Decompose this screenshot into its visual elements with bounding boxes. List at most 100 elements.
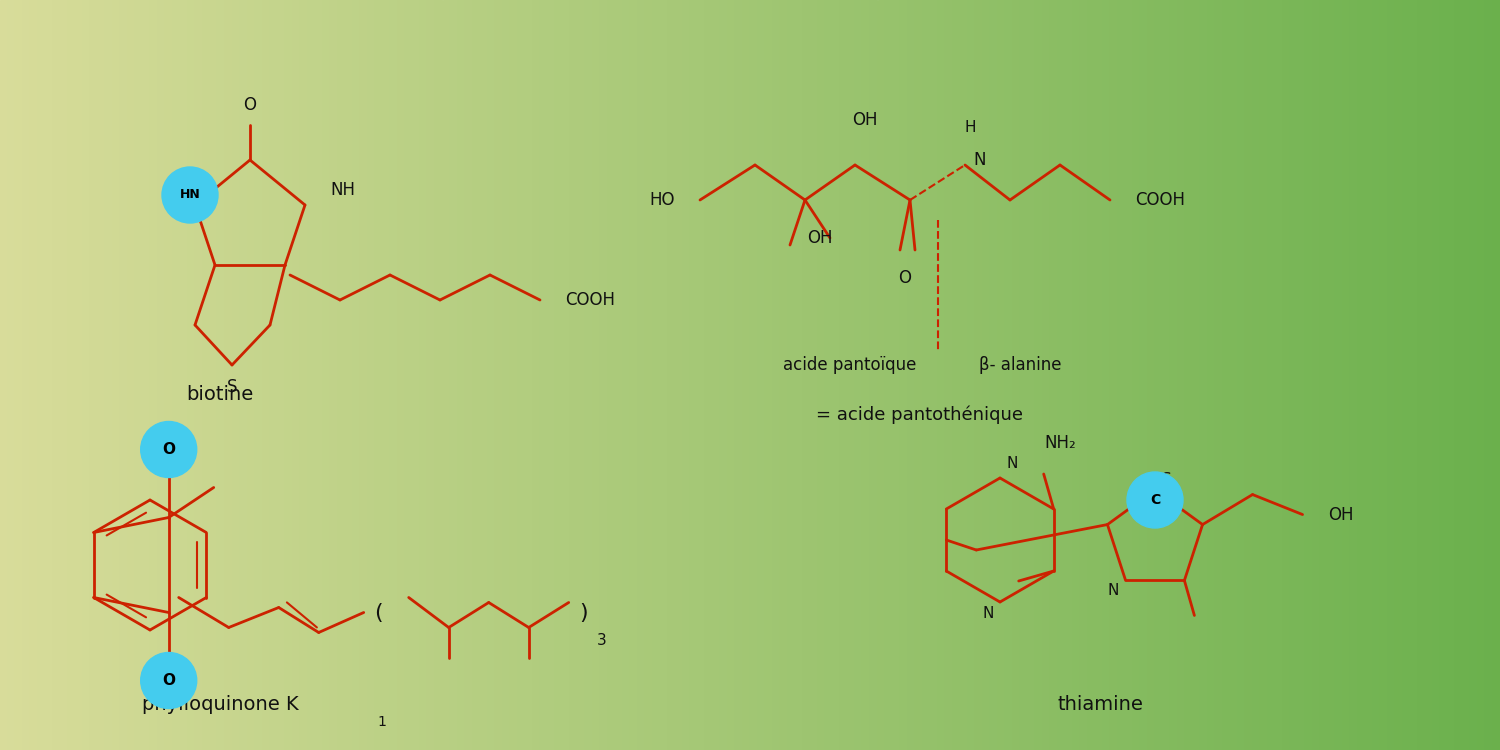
Bar xyxy=(1275,0,1282,750)
Bar xyxy=(38,0,45,750)
Bar xyxy=(135,0,142,750)
Bar xyxy=(1312,0,1320,750)
Bar xyxy=(472,0,480,750)
Bar xyxy=(210,0,218,750)
Text: acide pantoïque: acide pantoïque xyxy=(783,356,916,374)
Bar xyxy=(518,0,525,750)
Bar xyxy=(128,0,135,750)
Bar xyxy=(1492,0,1500,750)
Bar xyxy=(360,0,368,750)
Bar xyxy=(427,0,435,750)
Bar xyxy=(405,0,412,750)
Bar xyxy=(172,0,180,750)
Bar xyxy=(1260,0,1268,750)
Bar xyxy=(570,0,578,750)
Bar xyxy=(1485,0,1492,750)
Bar xyxy=(1282,0,1290,750)
Text: β- alanine: β- alanine xyxy=(978,356,1062,374)
Bar xyxy=(442,0,450,750)
Text: O: O xyxy=(162,673,176,688)
Bar xyxy=(1448,0,1455,750)
Bar xyxy=(1065,0,1072,750)
Bar xyxy=(878,0,885,750)
Bar xyxy=(1050,0,1058,750)
Bar xyxy=(795,0,802,750)
Bar xyxy=(945,0,952,750)
Bar xyxy=(608,0,615,750)
Bar xyxy=(488,0,495,750)
Bar xyxy=(0,0,8,750)
Bar xyxy=(630,0,638,750)
Bar xyxy=(165,0,172,750)
Bar xyxy=(255,0,262,750)
Bar xyxy=(322,0,330,750)
Bar xyxy=(1372,0,1380,750)
Bar xyxy=(495,0,502,750)
Bar xyxy=(622,0,630,750)
Bar xyxy=(120,0,128,750)
Bar xyxy=(1238,0,1245,750)
Bar xyxy=(390,0,398,750)
Text: O: O xyxy=(162,442,176,457)
Bar xyxy=(855,0,862,750)
Bar xyxy=(30,0,38,750)
Bar xyxy=(398,0,405,750)
Bar xyxy=(458,0,465,750)
Bar xyxy=(1388,0,1395,750)
Bar xyxy=(1268,0,1275,750)
Bar xyxy=(562,0,570,750)
Bar xyxy=(1380,0,1388,750)
Text: S: S xyxy=(1162,472,1172,488)
Bar xyxy=(968,0,975,750)
Bar xyxy=(1252,0,1260,750)
Bar xyxy=(82,0,90,750)
Bar xyxy=(195,0,202,750)
Bar xyxy=(1358,0,1365,750)
Bar xyxy=(862,0,870,750)
Bar xyxy=(1432,0,1440,750)
Bar xyxy=(833,0,840,750)
Bar xyxy=(1478,0,1485,750)
Bar xyxy=(1230,0,1238,750)
Text: N: N xyxy=(1108,583,1119,598)
Bar xyxy=(300,0,307,750)
Bar xyxy=(1245,0,1252,750)
Bar xyxy=(1140,0,1148,750)
Bar xyxy=(308,0,315,750)
Bar xyxy=(248,0,255,750)
Bar xyxy=(1155,0,1162,750)
Bar xyxy=(742,0,750,750)
Bar xyxy=(150,0,158,750)
Bar xyxy=(1328,0,1335,750)
Text: C: C xyxy=(1150,493,1160,507)
Bar xyxy=(1148,0,1155,750)
Bar xyxy=(1342,0,1350,750)
Bar xyxy=(15,0,22,750)
Bar xyxy=(1200,0,1208,750)
Bar xyxy=(345,0,352,750)
Bar xyxy=(532,0,540,750)
Bar xyxy=(352,0,360,750)
Bar xyxy=(690,0,698,750)
Text: (: ( xyxy=(375,602,382,622)
Bar xyxy=(232,0,240,750)
Bar xyxy=(810,0,818,750)
Bar xyxy=(772,0,780,750)
Bar xyxy=(1095,0,1102,750)
Bar xyxy=(712,0,720,750)
Bar xyxy=(578,0,585,750)
Bar xyxy=(960,0,968,750)
Bar xyxy=(1350,0,1358,750)
Bar xyxy=(705,0,712,750)
Bar xyxy=(278,0,285,750)
Bar xyxy=(952,0,960,750)
Bar xyxy=(240,0,248,750)
Bar xyxy=(270,0,278,750)
Bar xyxy=(825,0,833,750)
Bar xyxy=(225,0,232,750)
Bar xyxy=(188,0,195,750)
Bar xyxy=(1455,0,1462,750)
Bar xyxy=(758,0,765,750)
Bar xyxy=(802,0,810,750)
Bar xyxy=(1005,0,1013,750)
